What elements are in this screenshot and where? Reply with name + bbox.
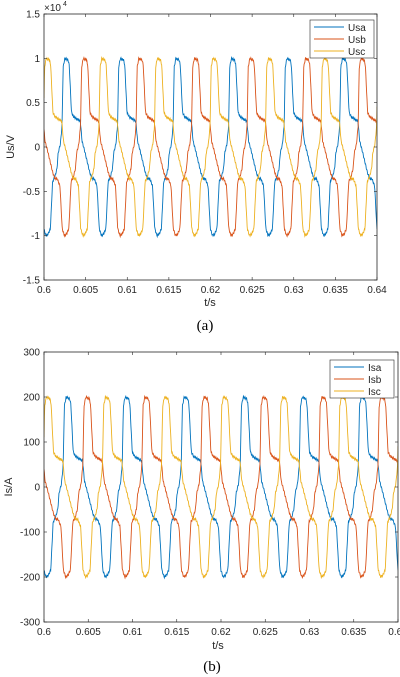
chart-b: 0.60.6050.610.6150.620.6250.630.6350.64 … <box>3 348 400 676</box>
chart-b-series-isa <box>44 394 398 580</box>
chart-a-xtick-label: 0.62 <box>201 285 221 296</box>
chart-b-yticks: 300 200 100 0 -100 -200 -300 <box>20 348 398 629</box>
chart-a-xtick-label: 0.605 <box>73 285 98 296</box>
chart-a: 0.6 0.605 0.61 0.615 0.62 0.625 0.63 0.635 0.64 … <box>5 1 387 334</box>
chart-b-ytick-label: 100 <box>23 438 40 449</box>
chart-b-xtick-label: 0.615 <box>164 627 189 638</box>
chart-b-xtick-label: 0.62 <box>211 627 231 638</box>
chart-a-legend-label-usa: Usa <box>348 23 366 34</box>
chart-a-ylabel: Us/V <box>5 134 17 159</box>
chart-a-xtick-label: 0.6 <box>37 285 51 296</box>
chart-b-xticks: 0.6 0.605 0.61 0.615 0.62 0.625 0.63 0.635 0.64 <box>37 352 400 638</box>
chart-a-ytick-label: -1 <box>31 231 40 242</box>
chart-a-xtick-label: 0.61 <box>118 285 138 296</box>
chart-b-xtick-label: 0.6 <box>37 627 51 638</box>
chart-b-legend-label-isa: Isa <box>368 363 382 374</box>
chart-b-ytick-label: -200 <box>20 573 40 584</box>
chart-a-xtick-label: 0.64 <box>367 285 387 296</box>
chart-a-traces <box>44 55 377 239</box>
chart-a-legend: Usa Usb Usc <box>309 19 375 59</box>
chart-b-traces <box>44 394 398 580</box>
chart-a-series-usa <box>44 55 377 239</box>
chart-b-xtick-label: 0.635 <box>341 627 366 638</box>
chart-b-ytick-label: 200 <box>23 393 40 404</box>
chart-a-series-usc <box>44 55 377 238</box>
chart-a-ytick-label: -0.5 <box>23 187 41 198</box>
chart-a-ytick-label: 0.5 <box>26 98 40 109</box>
chart-b-ylabel: Is/A <box>3 477 15 497</box>
chart-a-xticks: 0.6 0.605 0.61 0.615 0.62 0.625 0.63 0.635 0.64 <box>37 14 387 296</box>
chart-a-xtick-label: 0.615 <box>156 285 181 296</box>
chart-a-xlabel: t/s <box>204 297 216 309</box>
chart-b-xtick-label: 0.64 <box>388 627 400 638</box>
chart-b-ytick-label: 0 <box>34 483 40 494</box>
chart-a-series-usb <box>44 56 377 239</box>
chart-a-exponent-power: 4 <box>63 1 67 8</box>
chart-b-legend: Isa Isb Isc <box>329 359 395 399</box>
chart-a-xtick-label: 0.625 <box>240 285 265 296</box>
chart-b-series-isc <box>44 394 398 580</box>
chart-a-xtick-label: 0.635 <box>323 285 348 296</box>
chart-b-ytick-label: -300 <box>20 618 40 629</box>
chart-b-legend-label-isb: Isb <box>368 375 382 386</box>
chart-a-ytick-label: 1 <box>34 54 40 65</box>
chart-b-xlabel: t/s <box>212 640 224 652</box>
chart-b-xtick-label: 0.625 <box>253 627 278 638</box>
chart-a-ytick-label: -1.5 <box>23 276 41 287</box>
chart-a-xtick-label: 0.63 <box>284 285 304 296</box>
chart-b-caption: (b) <box>203 659 221 675</box>
chart-b-ytick-label: 300 <box>23 348 40 359</box>
chart-a-exponent-base: ×10 <box>44 3 61 14</box>
chart-b-xtick-label: 0.61 <box>123 627 143 638</box>
chart-b-ytick-label: -100 <box>20 528 40 539</box>
chart-b-series-isb <box>44 394 398 580</box>
chart-a-legend-label-usb: Usb <box>348 35 366 46</box>
chart-b-xtick-label: 0.605 <box>76 627 101 638</box>
chart-a-caption: (a) <box>197 318 214 334</box>
chart-b-legend-label-isc: Isc <box>368 387 381 398</box>
chart-a-legend-label-usc: Usc <box>348 47 365 58</box>
chart-a-yticks: 1.5 1 0.5 0 -0.5 -1 -1.5 <box>23 10 377 287</box>
chart-a-ytick-label: 1.5 <box>26 10 40 21</box>
chart-b-xtick-label: 0.63 <box>300 627 320 638</box>
chart-a-ytick-label: 0 <box>34 143 40 154</box>
